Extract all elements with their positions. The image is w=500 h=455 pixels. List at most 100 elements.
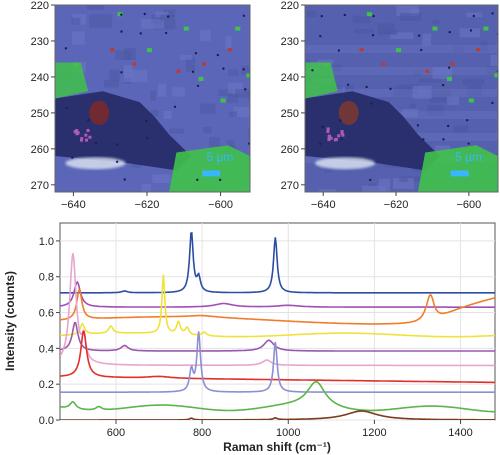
map-magenta-pixel [86, 128, 90, 132]
map-dot [71, 156, 74, 159]
map-texture [393, 86, 411, 97]
map-red-pixel [381, 62, 386, 66]
map-dot [120, 71, 123, 74]
y-axis-title: Intensity (counts) [3, 271, 17, 371]
map-dot [146, 136, 149, 140]
map-texture [227, 139, 235, 148]
map-texture [186, 57, 196, 72]
map-green-pixel [323, 62, 329, 67]
map-texture [155, 11, 169, 18]
map-texture [459, 28, 481, 38]
map-texture [324, 165, 333, 173]
map-dot [87, 119, 90, 122]
map-dot [369, 178, 372, 182]
map-red-pixel [359, 48, 364, 52]
map-texture [199, 29, 211, 42]
map-magenta-pixel [80, 137, 84, 141]
map-texture [228, 69, 239, 76]
map-dot [389, 87, 392, 91]
map-texture [453, 45, 464, 53]
map-y-tick-label: 260 [31, 144, 49, 156]
map-dot [251, 178, 253, 180]
map-dot [191, 70, 195, 74]
map-texture [466, 12, 483, 18]
map-dot [196, 178, 199, 182]
map-dot [65, 106, 68, 110]
map-right-image [305, 5, 498, 192]
map-dot [64, 47, 68, 50]
map-texture [87, 5, 105, 11]
map-texture [429, 89, 451, 103]
map-green-pixel [396, 48, 402, 53]
map-x-tick-label: −640 [61, 199, 86, 211]
map-dot [491, 12, 494, 15]
spectra-y-ticks: 0.0 0.2 0.4 0.6 0.8 1.0 [39, 236, 60, 427]
map-texture [378, 30, 398, 35]
y-tick-label: 0.0 [39, 415, 54, 427]
map-texture [150, 109, 159, 117]
map-dot [447, 66, 451, 69]
map-left-image [55, 5, 253, 192]
map-texture [163, 111, 172, 119]
map-dot [371, 34, 375, 37]
spectrum-line [60, 410, 495, 420]
spectrum-line [60, 280, 495, 308]
map-texture [227, 93, 238, 104]
map-right-y-ticks: 220 230 240 250 260 270 [281, 0, 305, 192]
map-red-pixel [450, 62, 455, 66]
map-magenta-pixel [327, 134, 331, 138]
map-dot [465, 118, 469, 122]
map-y-tick-label: 270 [31, 180, 49, 192]
map-magenta-pixel [329, 136, 333, 140]
map-texture [153, 19, 176, 30]
raman-map-right: −640 −620 −600 220 230 240 250 260 270 5 µm [281, 0, 499, 211]
map-dot [365, 85, 368, 89]
x-tick-label: 800 [193, 427, 211, 439]
map-texture [490, 54, 498, 67]
map-texture [377, 23, 395, 34]
map-dot [321, 125, 325, 129]
map-white-streak [65, 157, 126, 170]
map-dot [166, 15, 170, 18]
x-tick-label: 1400 [448, 427, 472, 439]
raman-spectra-chart: 600 800 1000 1200 1400 0.0 0.2 0.4 0.6 0.8 1.0 Ra… [3, 222, 496, 454]
y-tick-label: 1.0 [39, 236, 54, 248]
spectrum-line [60, 274, 495, 338]
map-green-pixel [366, 12, 372, 17]
y-tick-label: 0.2 [39, 379, 54, 391]
x-tick-label: 600 [107, 427, 125, 439]
map-x-tick-label: −600 [456, 199, 481, 211]
map-dot [346, 83, 350, 87]
map-left-frame [54, 4, 251, 193]
map-dot [116, 143, 119, 146]
map-texture [109, 69, 120, 81]
map-dot [244, 88, 247, 91]
spectrum-line [60, 322, 495, 352]
map-y-tick-label: 220 [281, 0, 299, 12]
map-right-x-ticks: −640 −620 −600 [311, 192, 481, 211]
map-magenta-pixel [326, 127, 330, 131]
map-dot [340, 137, 344, 141]
map-texture [241, 65, 250, 75]
map-texture [412, 85, 432, 99]
y-tick-label: 0.4 [39, 343, 54, 355]
map-magenta-pixel [326, 130, 330, 134]
map-dot [422, 138, 425, 141]
map-texture [152, 174, 171, 184]
map-dot [123, 178, 126, 181]
map-y-tick-label: 230 [31, 36, 49, 48]
map-y-tick-label: 240 [281, 72, 299, 84]
map-y-tick-label: 250 [281, 108, 299, 120]
map-texture [432, 67, 453, 80]
map-dark-region [305, 91, 440, 171]
map-x-tick-label: −620 [135, 199, 160, 211]
map-dot [339, 119, 342, 122]
map-y-tick-label: 250 [31, 108, 49, 120]
map-texture [160, 14, 175, 21]
map-dot [164, 31, 168, 35]
map-dot [145, 119, 148, 123]
map-red-pixel [132, 62, 137, 66]
map-texture [89, 14, 113, 29]
map-green-pixel [246, 73, 250, 78]
scale-bar-left-label: 5 µm [206, 150, 233, 164]
